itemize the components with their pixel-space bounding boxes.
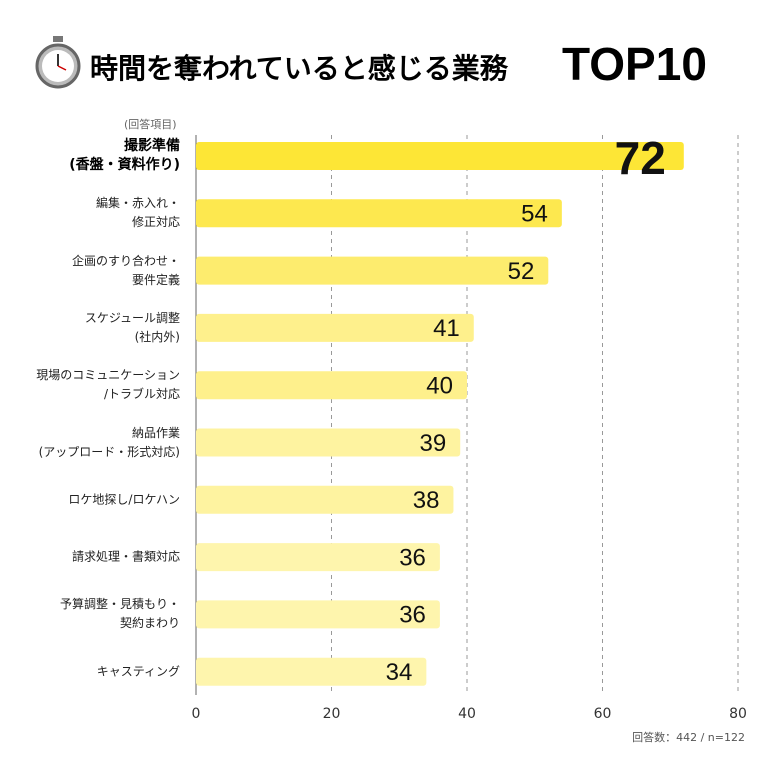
value-label: 54 xyxy=(521,201,548,228)
category-label: 請求処理・書類対応 xyxy=(71,549,180,564)
x-tick-label: 40 xyxy=(458,706,476,722)
category-label: 編集・赤入れ・ 修正対応 xyxy=(95,196,180,230)
value-label: 39 xyxy=(420,430,447,457)
bar xyxy=(196,485,454,514)
x-tick-label: 80 xyxy=(729,706,747,722)
bar xyxy=(196,371,467,400)
value-label: 52 xyxy=(508,258,535,285)
category-label: スケジュール調整 (社内外) xyxy=(84,310,180,344)
value-label: 40 xyxy=(426,373,453,400)
value-label: 41 xyxy=(433,315,460,342)
bar xyxy=(196,657,427,686)
category-label: キャスティング xyxy=(96,664,180,679)
category-label: 予算調整・見積もり・ 契約まわり xyxy=(59,597,180,631)
category-label: 納品作業 (アップロード・形式対応) xyxy=(38,425,180,459)
bar xyxy=(196,313,474,342)
x-tick-label: 20 xyxy=(323,706,341,722)
stopwatch-icon xyxy=(35,36,81,89)
note: 回答数：442 / n=122 xyxy=(632,730,745,744)
category-label: 企画のすり合わせ・ 要件定義 xyxy=(71,253,180,287)
chart-title: 時間を奪われていると感じる業務 xyxy=(90,52,509,85)
bar xyxy=(196,600,440,629)
bar xyxy=(196,543,440,572)
category-label: ロケ地探し/ロケハン xyxy=(68,492,180,507)
value-label: 36 xyxy=(399,602,426,629)
value-label: 72 xyxy=(615,132,666,184)
value-label: 34 xyxy=(386,659,413,686)
category-label: 撮影準備 (香盤・資料作り) xyxy=(69,138,180,173)
x-tick-label: 60 xyxy=(594,706,612,722)
value-label: 38 xyxy=(413,487,440,514)
axis-label: (回答項目) xyxy=(124,117,177,131)
value-label: 36 xyxy=(399,544,426,571)
x-tick-label: 0 xyxy=(192,706,201,722)
category-label: 現場のコミュニケーション /トラブル対応 xyxy=(36,368,180,402)
title-highlight: TOP10 xyxy=(562,38,707,90)
bar xyxy=(196,142,684,170)
bar xyxy=(196,428,461,457)
bar xyxy=(196,199,562,228)
bar xyxy=(196,256,549,285)
